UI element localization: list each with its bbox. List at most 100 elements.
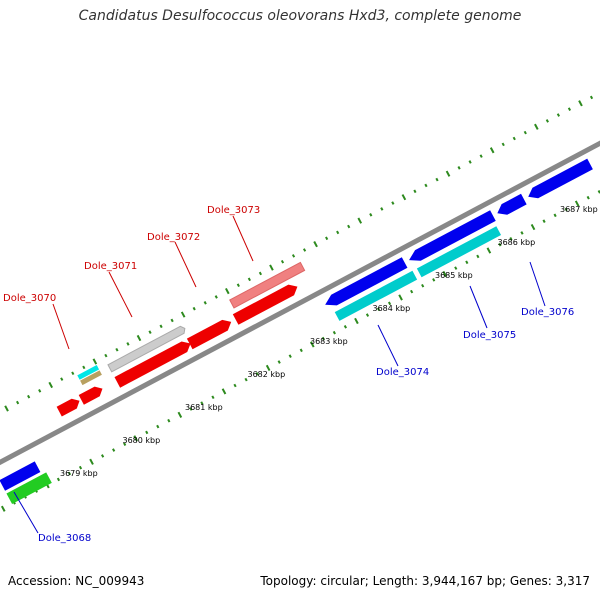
tick-label: 3684 kbp (373, 304, 411, 313)
tick-mark (145, 430, 149, 435)
tick-mark (498, 242, 502, 247)
tick-mark (454, 266, 458, 270)
genome-summary-text: Topology: circular; Length: 3,944,167 bp… (260, 574, 590, 588)
tick-mark (133, 435, 138, 442)
tick-mark (542, 219, 546, 223)
tick-mark (288, 354, 292, 358)
gene-feature[interactable] (114, 338, 193, 388)
tick-mark (291, 254, 296, 258)
gene-label[interactable]: Dole_3076 (521, 307, 574, 318)
gene-feature[interactable] (322, 257, 408, 310)
gene-feature[interactable] (56, 396, 82, 417)
inner-tick-track (0, 190, 600, 512)
tick-mark (167, 418, 171, 423)
tick-mark (457, 166, 461, 170)
tick-mark (589, 95, 594, 100)
gene-feature[interactable] (0, 461, 41, 491)
tick-mark (380, 207, 384, 211)
gene-feature[interactable] (80, 370, 102, 386)
tick-mark (501, 142, 505, 147)
tick-mark (236, 283, 240, 288)
tick-mark (310, 341, 315, 348)
tick-mark (365, 313, 370, 317)
tick-mark (432, 278, 436, 282)
genome-backbone (0, 130, 600, 474)
tick-mark (258, 271, 263, 276)
tick-mark (4, 405, 9, 412)
tick-mark (476, 254, 480, 259)
tick-mark (233, 383, 237, 388)
tick-mark (136, 334, 142, 342)
gene-feature[interactable] (232, 281, 300, 325)
gene-feature[interactable] (229, 261, 306, 309)
tick-mark (398, 294, 403, 301)
tick-mark (387, 301, 392, 306)
leader-line (13, 491, 39, 534)
tick-mark (214, 295, 218, 299)
tick-mark (357, 217, 363, 224)
leader-line (469, 285, 488, 329)
gene-feature[interactable] (6, 472, 52, 505)
tick-mark (92, 358, 98, 365)
leader-line (232, 215, 254, 262)
tick-mark (60, 377, 64, 381)
tick-mark (435, 177, 439, 182)
gene-label[interactable]: Dole_3073 (207, 205, 260, 216)
gene-label[interactable]: Dole_3068 (38, 533, 91, 544)
gene-feature[interactable] (186, 317, 234, 350)
tick-mark (347, 224, 351, 229)
tick-mark (16, 400, 20, 405)
tick-mark (410, 289, 414, 294)
gene-label[interactable]: Dole_3071 (84, 261, 137, 272)
leader-line (52, 303, 70, 350)
tick-mark (534, 123, 539, 130)
tick-mark (221, 388, 227, 395)
gene-label[interactable]: Dole_3070 (3, 293, 56, 304)
gene-feature[interactable] (78, 384, 105, 405)
gene-feature[interactable] (406, 210, 496, 265)
tick-mark (56, 477, 61, 482)
tick-mark (578, 100, 583, 107)
map-title: Candidatus Desulfococcus oleovorans Hxd3… (78, 8, 522, 24)
gene-label[interactable]: Dole_3072 (147, 232, 200, 243)
tick-mark (442, 270, 448, 278)
tick-mark (38, 389, 42, 393)
tick-mark (159, 324, 163, 329)
tick-mark (489, 147, 495, 154)
gene-feature[interactable] (107, 325, 187, 373)
tick-mark (123, 442, 127, 446)
leader-line (108, 271, 133, 318)
leader-line (174, 241, 197, 288)
tick-mark (27, 394, 31, 399)
gene-label[interactable]: Dole_3075 (463, 330, 516, 341)
gene-feature[interactable] (416, 226, 502, 278)
leader-line (377, 324, 399, 367)
tick-mark (336, 230, 340, 235)
tick-mark (170, 318, 174, 323)
tick-mark (82, 365, 86, 370)
tick-label: 3685 kbp (435, 271, 473, 280)
gene-feature[interactable] (334, 270, 418, 321)
tick-mark (520, 231, 524, 235)
tick-mark (512, 136, 516, 141)
tick-mark (391, 201, 395, 205)
tick-mark (269, 264, 274, 271)
tick-mark (89, 458, 94, 465)
tick-mark (192, 306, 196, 311)
tick-mark (177, 411, 183, 418)
gene-label[interactable]: Dole_3074 (376, 367, 429, 378)
tick-mark (486, 247, 492, 254)
tick-mark (509, 237, 513, 241)
tick-mark (277, 360, 281, 364)
gene-feature[interactable] (525, 158, 593, 202)
gene-feature[interactable] (495, 193, 527, 219)
tick-label: 3687 kbp (560, 205, 598, 214)
accession-text: Accession: NC_009943 (8, 574, 145, 588)
tick-mark (424, 183, 428, 188)
tick-mark (71, 371, 75, 376)
tick-mark (413, 189, 417, 194)
tick-label: 3681 kbp (185, 403, 223, 412)
gene-feature[interactable] (77, 365, 100, 380)
tick-mark (299, 348, 303, 353)
